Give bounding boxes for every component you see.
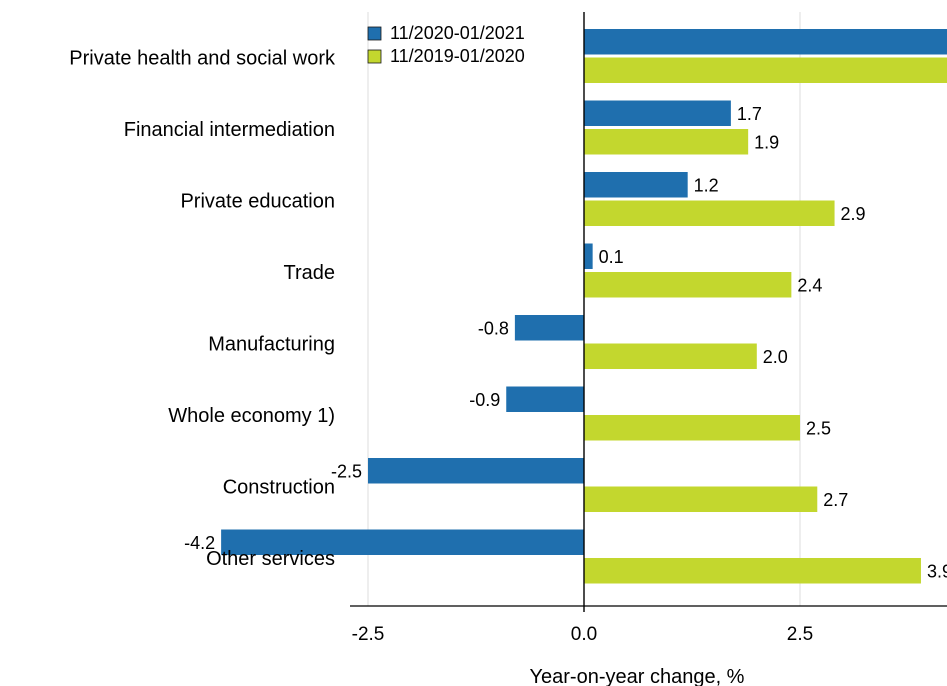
bar xyxy=(584,100,731,126)
bar xyxy=(584,486,818,512)
data-label: 3.9 xyxy=(927,561,947,581)
category-label: Whole economy 1) xyxy=(168,405,335,427)
bar xyxy=(368,458,584,484)
x-tick-label: -2.5 xyxy=(352,624,385,645)
data-label: 0.1 xyxy=(599,247,624,267)
bar xyxy=(584,57,947,83)
legend-swatch xyxy=(367,49,382,64)
bar xyxy=(506,386,584,412)
bar xyxy=(221,529,584,555)
category-label: Trade xyxy=(283,262,335,284)
value-labels: 6.27.51.71.91.22.90.12.4-0.82.0-0.92.5-2… xyxy=(184,104,947,582)
category-label: Construction xyxy=(223,477,335,499)
data-label: 2.4 xyxy=(797,275,822,295)
bars xyxy=(221,29,947,584)
bar xyxy=(584,558,921,584)
bar xyxy=(584,415,800,441)
legend-swatch xyxy=(367,26,382,41)
data-label: -4.2 xyxy=(184,533,215,553)
bar xyxy=(584,29,947,55)
bar xyxy=(584,172,688,198)
data-label: 1.7 xyxy=(737,104,762,124)
data-label: -0.9 xyxy=(469,390,500,410)
data-label: 1.2 xyxy=(694,175,719,195)
legend-label: 11/2020-01/2021 xyxy=(390,23,525,43)
data-label: -2.5 xyxy=(331,461,362,481)
category-labels: Private health and social work Financial … xyxy=(69,48,336,571)
bar xyxy=(584,243,593,269)
bar xyxy=(584,272,792,298)
data-label: 2.0 xyxy=(763,347,788,367)
category-label: Private education xyxy=(180,191,335,213)
bar xyxy=(584,129,749,155)
x-axis: -2.50.02.55.07.5 xyxy=(350,12,947,645)
x-tick-label: 2.5 xyxy=(787,624,813,645)
x-tick-label: 0.0 xyxy=(571,624,597,645)
data-label: 1.9 xyxy=(754,132,779,152)
bar xyxy=(514,315,584,341)
data-label: 2.7 xyxy=(823,490,848,510)
category-label: Other services xyxy=(206,548,335,570)
x-axis-title: Year-on-year change, % xyxy=(530,666,745,686)
legend: 11/2020-01/2021 11/2019-01/2020 xyxy=(367,23,525,66)
bar xyxy=(584,343,757,369)
data-label: 2.9 xyxy=(841,204,866,224)
bar xyxy=(584,200,835,226)
category-label: Manufacturing xyxy=(208,334,335,356)
category-label: Financial intermediation xyxy=(124,119,335,141)
legend-label: 11/2019-01/2020 xyxy=(390,46,525,66)
data-label: 2.5 xyxy=(806,418,831,438)
category-label: Private health and social work xyxy=(69,48,336,70)
data-label: -0.8 xyxy=(478,318,509,338)
